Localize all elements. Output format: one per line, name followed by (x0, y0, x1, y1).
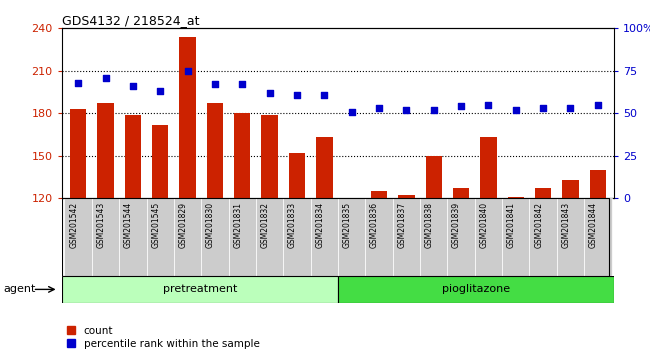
Point (127, 83, 138, 89)
Bar (119, 198, 146, 276)
Point (456, 104, 466, 109)
Text: pioglitazone: pioglitazone (442, 284, 510, 295)
Point (483, 102, 493, 108)
Bar (398, 195, 415, 198)
Bar (234, 113, 250, 198)
Text: pretreatment: pretreatment (162, 284, 237, 295)
Bar (447, 198, 474, 276)
Bar (508, 197, 524, 198)
Bar (480, 137, 497, 198)
Text: GSM201543: GSM201543 (96, 202, 105, 249)
Bar (393, 198, 420, 276)
Text: GSM201841: GSM201841 (507, 202, 516, 248)
Point (155, 88, 165, 94)
Bar (535, 188, 551, 198)
Bar (316, 137, 333, 198)
Bar (584, 198, 612, 276)
Bar (365, 198, 393, 276)
Bar (146, 198, 174, 276)
Text: GSM201545: GSM201545 (151, 202, 160, 249)
Bar (453, 188, 469, 198)
Text: GSM201830: GSM201830 (206, 202, 215, 248)
Point (428, 107, 439, 113)
Point (210, 81, 220, 87)
Bar (283, 198, 311, 276)
Bar (370, 191, 387, 198)
Point (292, 92, 302, 97)
Text: GSM201842: GSM201842 (534, 202, 543, 248)
Point (73, 80, 83, 86)
Point (183, 68, 193, 74)
Text: GSM201840: GSM201840 (480, 202, 488, 248)
Bar (474, 198, 502, 276)
Bar (562, 180, 578, 198)
Point (319, 92, 330, 97)
Legend: count, percentile rank within the sample: count, percentile rank within the sample (67, 326, 259, 349)
Bar (426, 156, 442, 198)
Text: GSM201831: GSM201831 (233, 202, 242, 248)
Bar (64, 198, 92, 276)
Text: GSM201835: GSM201835 (343, 202, 352, 248)
Bar (152, 125, 168, 198)
Text: GSM201836: GSM201836 (370, 202, 379, 248)
Bar (420, 198, 447, 276)
Point (100, 75, 110, 80)
Bar (229, 198, 256, 276)
Bar (174, 198, 202, 276)
Text: GSM201832: GSM201832 (261, 202, 270, 248)
Bar (98, 103, 114, 198)
Bar (92, 198, 119, 276)
Point (237, 81, 248, 87)
Bar (179, 37, 196, 198)
Text: GDS4132 / 218524_at: GDS4132 / 218524_at (62, 14, 200, 27)
Bar (338, 198, 365, 276)
Point (265, 90, 275, 96)
Text: GSM201542: GSM201542 (69, 202, 78, 248)
Bar (70, 109, 86, 198)
Bar (207, 103, 223, 198)
Point (401, 107, 411, 113)
Text: GSM201839: GSM201839 (452, 202, 461, 248)
Point (566, 105, 576, 111)
Bar (202, 198, 229, 276)
Bar (125, 115, 141, 198)
Text: GSM201843: GSM201843 (562, 202, 571, 248)
Bar (557, 198, 584, 276)
Bar (311, 198, 338, 276)
Bar (590, 170, 606, 198)
Text: GSM201837: GSM201837 (397, 202, 406, 248)
Point (511, 107, 521, 113)
Text: GSM201838: GSM201838 (424, 202, 434, 248)
Point (346, 109, 357, 114)
Bar (502, 198, 530, 276)
Bar (338, 276, 614, 303)
Bar (256, 198, 283, 276)
Point (374, 105, 384, 111)
Text: GSM201833: GSM201833 (288, 202, 297, 248)
Text: GSM201544: GSM201544 (124, 202, 133, 249)
Text: agent: agent (3, 284, 36, 295)
Text: GSM201829: GSM201829 (179, 202, 188, 248)
Bar (62, 276, 338, 303)
Text: GSM201834: GSM201834 (315, 202, 324, 248)
Bar (289, 153, 306, 198)
Bar (261, 115, 278, 198)
Text: GSM201844: GSM201844 (589, 202, 598, 248)
Point (593, 102, 603, 108)
Bar (530, 198, 557, 276)
Point (538, 105, 549, 111)
